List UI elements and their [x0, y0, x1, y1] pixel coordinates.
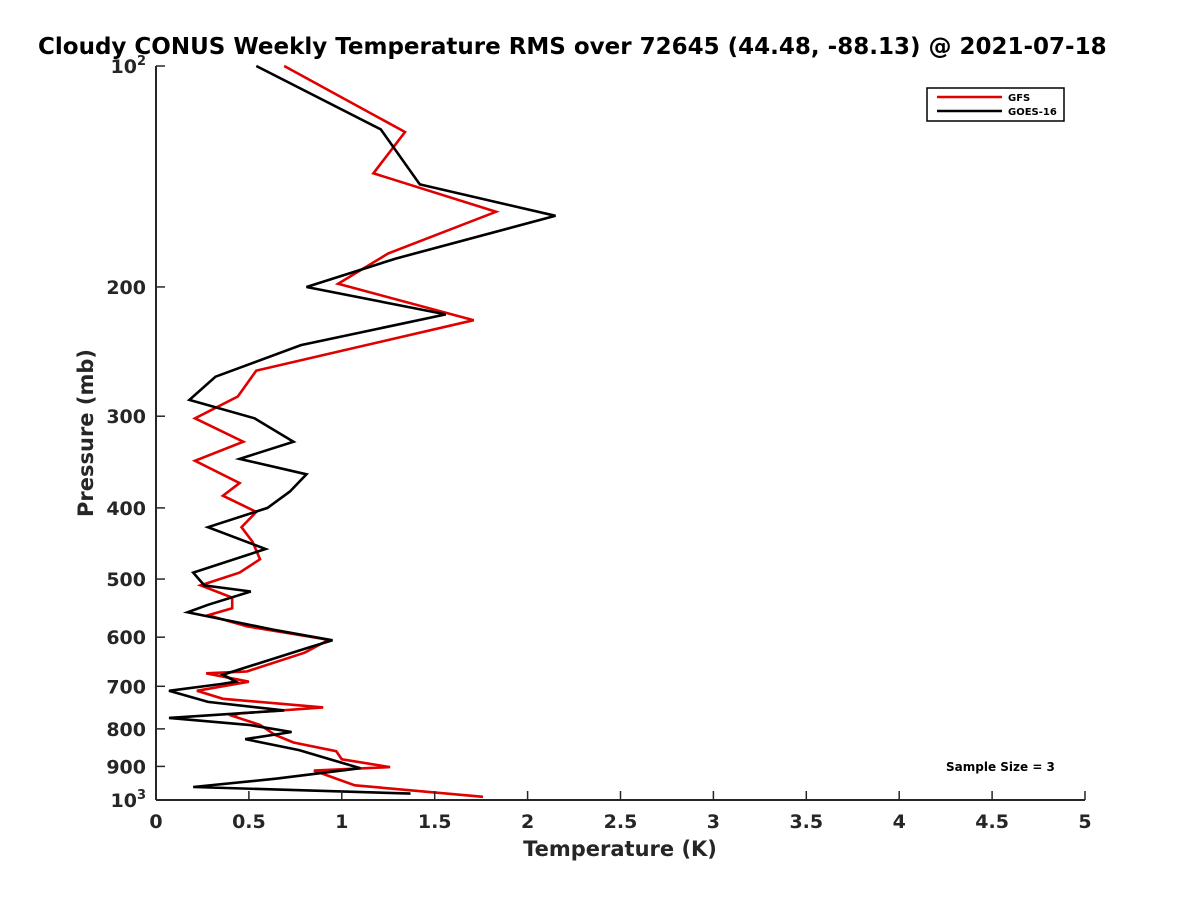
y-tick-exponent: 2: [137, 54, 146, 69]
legend: GFS GOES-16: [926, 87, 1065, 122]
y-axis-label: Pressure (mb): [74, 349, 98, 517]
x-tick-label: 5: [1078, 811, 1091, 833]
x-tick-label: 0.5: [232, 811, 266, 833]
y-tick-label: 900: [106, 756, 146, 778]
x-tick-label: 2.5: [604, 811, 638, 833]
y-tick-exponent: 3: [137, 788, 146, 803]
chart-title: Cloudy CONUS Weekly Temperature RMS over…: [38, 34, 1107, 60]
legend-label-goes16: GOES-16: [1008, 107, 1057, 118]
legend-label-gfs: GFS: [1008, 93, 1030, 104]
series-line-goes16: [168, 64, 556, 795]
x-tick-label: 1: [335, 811, 348, 833]
x-axis-ticks: 0 0.5 1 1.5 2 2.5 3 3.5 4 4.5 5: [149, 791, 1092, 833]
x-tick-label: 1.5: [418, 811, 452, 833]
y-tick-label: 400: [106, 498, 146, 520]
x-tick-label: 0: [149, 811, 162, 833]
x-axis-label: Temperature (K): [523, 837, 717, 861]
sample-size-annotation: Sample Size = 3: [946, 760, 1055, 774]
series-layer: [168, 64, 556, 799]
x-tick-label: 2: [521, 811, 534, 833]
y-tick-label: 300: [106, 406, 146, 428]
x-tick-label: 4: [893, 811, 906, 833]
y-tick-label: 102: [111, 54, 147, 78]
x-tick-label: 4.5: [975, 811, 1009, 833]
plot-area: [156, 66, 1085, 800]
y-tick-label: 200: [106, 277, 146, 299]
x-tick-label: 3.5: [789, 811, 823, 833]
y-tick-base: 10: [111, 56, 137, 78]
y-tick-label: 600: [106, 627, 146, 649]
y-tick-label: 103: [111, 788, 147, 812]
y-tick-label: 500: [106, 569, 146, 591]
x-tick-label: 3: [707, 811, 720, 833]
y-tick-label: 800: [106, 719, 146, 741]
legend-box: [926, 87, 1065, 122]
y-tick-base: 10: [111, 790, 137, 812]
y-tick-label: 700: [106, 676, 146, 698]
